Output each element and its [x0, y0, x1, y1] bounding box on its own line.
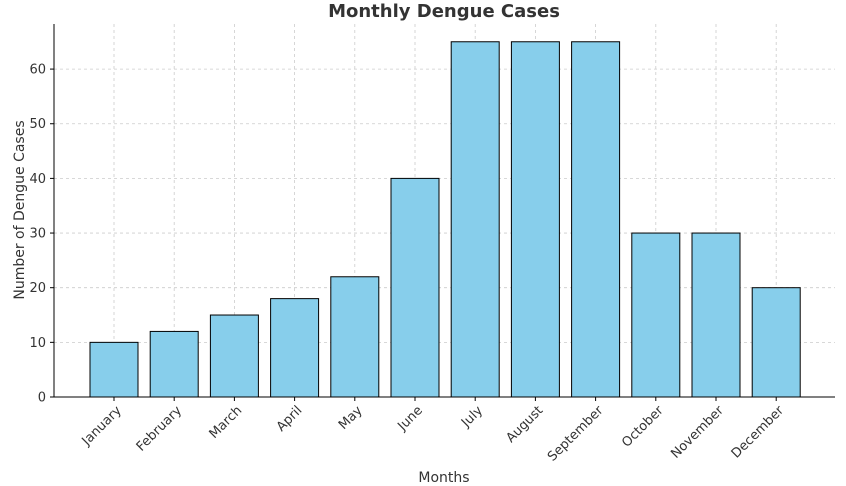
y-tick-label: 0: [38, 391, 46, 406]
bar-february: [149, 330, 199, 398]
bar-october: [631, 232, 681, 398]
bar-june: [390, 177, 440, 398]
bar-march: [209, 314, 259, 398]
y-tick-label: 40: [29, 172, 46, 187]
x-tick-label: June: [394, 403, 425, 434]
x-tick-label: December: [729, 403, 788, 462]
y-tick-label: 60: [29, 63, 46, 78]
x-tick-label: July: [458, 403, 486, 431]
bar-january: [89, 341, 139, 398]
x-tick-label: October: [619, 403, 667, 451]
x-tick-label: August: [503, 403, 546, 446]
y-tick-label: 30: [29, 227, 46, 242]
x-tick-label: April: [274, 403, 306, 435]
bar-august: [510, 41, 560, 398]
x-tick-label: March: [207, 403, 246, 442]
chart-title: Monthly Dengue Cases: [328, 1, 560, 22]
bar-november: [691, 232, 741, 398]
bars: [89, 41, 801, 398]
x-tick-label: May: [336, 403, 366, 433]
bar-september: [571, 41, 621, 398]
x-tick-label: November: [668, 403, 727, 462]
x-tick-label: February: [134, 403, 186, 455]
bar-december: [751, 287, 801, 398]
y-tick-label: 10: [29, 336, 46, 351]
bar-april: [270, 298, 320, 398]
bar-may: [330, 276, 380, 398]
y-axis-label: Number of Dengue Cases: [12, 120, 28, 299]
x-axis-label: Months: [418, 470, 469, 486]
y-tick-label: 20: [29, 281, 46, 296]
bar-july: [450, 41, 500, 398]
x-tick-label: January: [79, 403, 125, 449]
x-tick-label: September: [545, 403, 607, 465]
y-tick-label: 50: [29, 117, 46, 132]
